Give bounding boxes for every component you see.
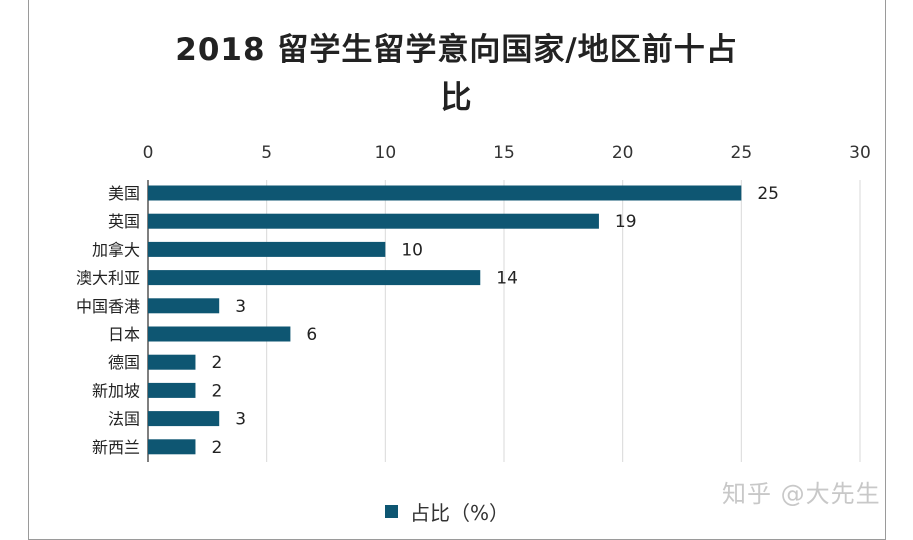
x-tick-label: 10 (375, 143, 397, 163)
bar (148, 298, 220, 314)
bar (148, 411, 220, 427)
chart-title-line2: 比 (440, 80, 473, 116)
data-label: 6 (306, 325, 317, 345)
category-label: 澳大利亚 (76, 269, 140, 288)
x-tick-label: 30 (849, 143, 871, 163)
bar-chart: 0 5 10 15 20 25 30 美国 25 英国 19 加拿大 10 澳大利亚 14 中国香港 3 日本 6 德… (76, 143, 871, 462)
data-label: 10 (401, 240, 423, 260)
legend: 占比（%） (385, 497, 509, 526)
legend-label: 占比（%） (410, 501, 510, 525)
x-tick-label: 15 (493, 143, 515, 163)
category-label: 中国香港 (76, 297, 140, 316)
legend-swatch (385, 505, 398, 518)
data-label: 3 (235, 297, 246, 317)
x-tick-label: 0 (143, 143, 154, 163)
bar (148, 382, 196, 398)
category-label: 日本 (108, 325, 140, 344)
data-label: 2 (211, 438, 222, 458)
x-tick-label: 25 (731, 143, 753, 163)
category-label: 新西兰 (92, 438, 140, 457)
category-label: 美国 (108, 184, 140, 203)
bar (148, 439, 196, 455)
data-label: 2 (211, 381, 222, 401)
data-label: 25 (757, 184, 779, 204)
watermark: 知乎 @大先生 (722, 480, 881, 508)
category-label: 德国 (108, 353, 140, 372)
category-label: 英国 (108, 212, 140, 231)
bar (148, 326, 291, 342)
data-label: 19 (615, 212, 637, 232)
bar (148, 270, 481, 286)
category-label: 新加坡 (92, 381, 140, 400)
bar (148, 241, 386, 257)
x-tick-label: 20 (612, 143, 634, 163)
data-label: 14 (496, 269, 518, 289)
category-label: 加拿大 (92, 240, 140, 259)
bar (148, 213, 599, 229)
bar (148, 185, 742, 201)
chart-title: 2018 留学生留学意向国家/地区前十占 (175, 32, 738, 68)
data-label: 2 (211, 353, 222, 373)
category-label: 法国 (108, 410, 140, 429)
x-tick-label: 5 (261, 143, 272, 163)
bar (148, 354, 196, 370)
data-label: 3 (235, 410, 246, 430)
